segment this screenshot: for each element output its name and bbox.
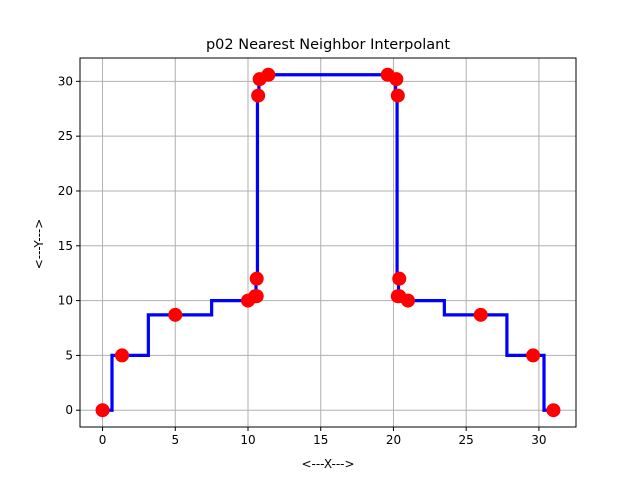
data-point: [392, 271, 407, 286]
y-tick-label: 30: [58, 74, 73, 88]
data-point: [168, 307, 183, 322]
x-tick-label: 25: [459, 433, 474, 447]
data-point: [249, 271, 264, 286]
x-tick-label: 15: [313, 433, 328, 447]
x-axis-label: <---X--->: [301, 457, 354, 471]
data-point: [389, 72, 404, 87]
x-tick-label: 10: [240, 433, 255, 447]
chart-title: p02 Nearest Neighbor Interpolant: [206, 37, 450, 53]
data-point: [526, 348, 541, 363]
y-axis-label: <---Y--->: [32, 219, 46, 270]
y-tick-label: 25: [58, 129, 73, 143]
data-point: [261, 67, 276, 82]
grid-lines: [80, 58, 576, 427]
interpolant-line: [102, 73, 554, 412]
data-point: [401, 293, 415, 308]
y-tick-label: 20: [58, 184, 73, 198]
data-point: [390, 88, 405, 103]
y-tick-label: 15: [58, 239, 73, 253]
y-tick-label: 10: [58, 294, 73, 308]
data-point: [251, 88, 266, 103]
interpolant-series: [102, 73, 554, 412]
x-tick-label: 30: [531, 433, 546, 447]
axis-ticks: 0 5 10 15 20 25 30 0 5 10 15 20 25 30: [58, 74, 547, 447]
data-point: [95, 403, 110, 418]
data-point: [473, 307, 488, 322]
x-tick-label: 20: [386, 433, 401, 447]
data-point: [248, 289, 263, 304]
plot-frame: [79, 57, 577, 428]
data-point-series: [95, 67, 561, 418]
data-point: [115, 348, 130, 363]
y-tick-label: 5: [65, 348, 73, 362]
x-tick-label: 5: [171, 433, 179, 447]
data-point: [546, 403, 561, 418]
y-tick-label: 0: [65, 403, 73, 417]
x-tick-label: 0: [99, 433, 107, 447]
